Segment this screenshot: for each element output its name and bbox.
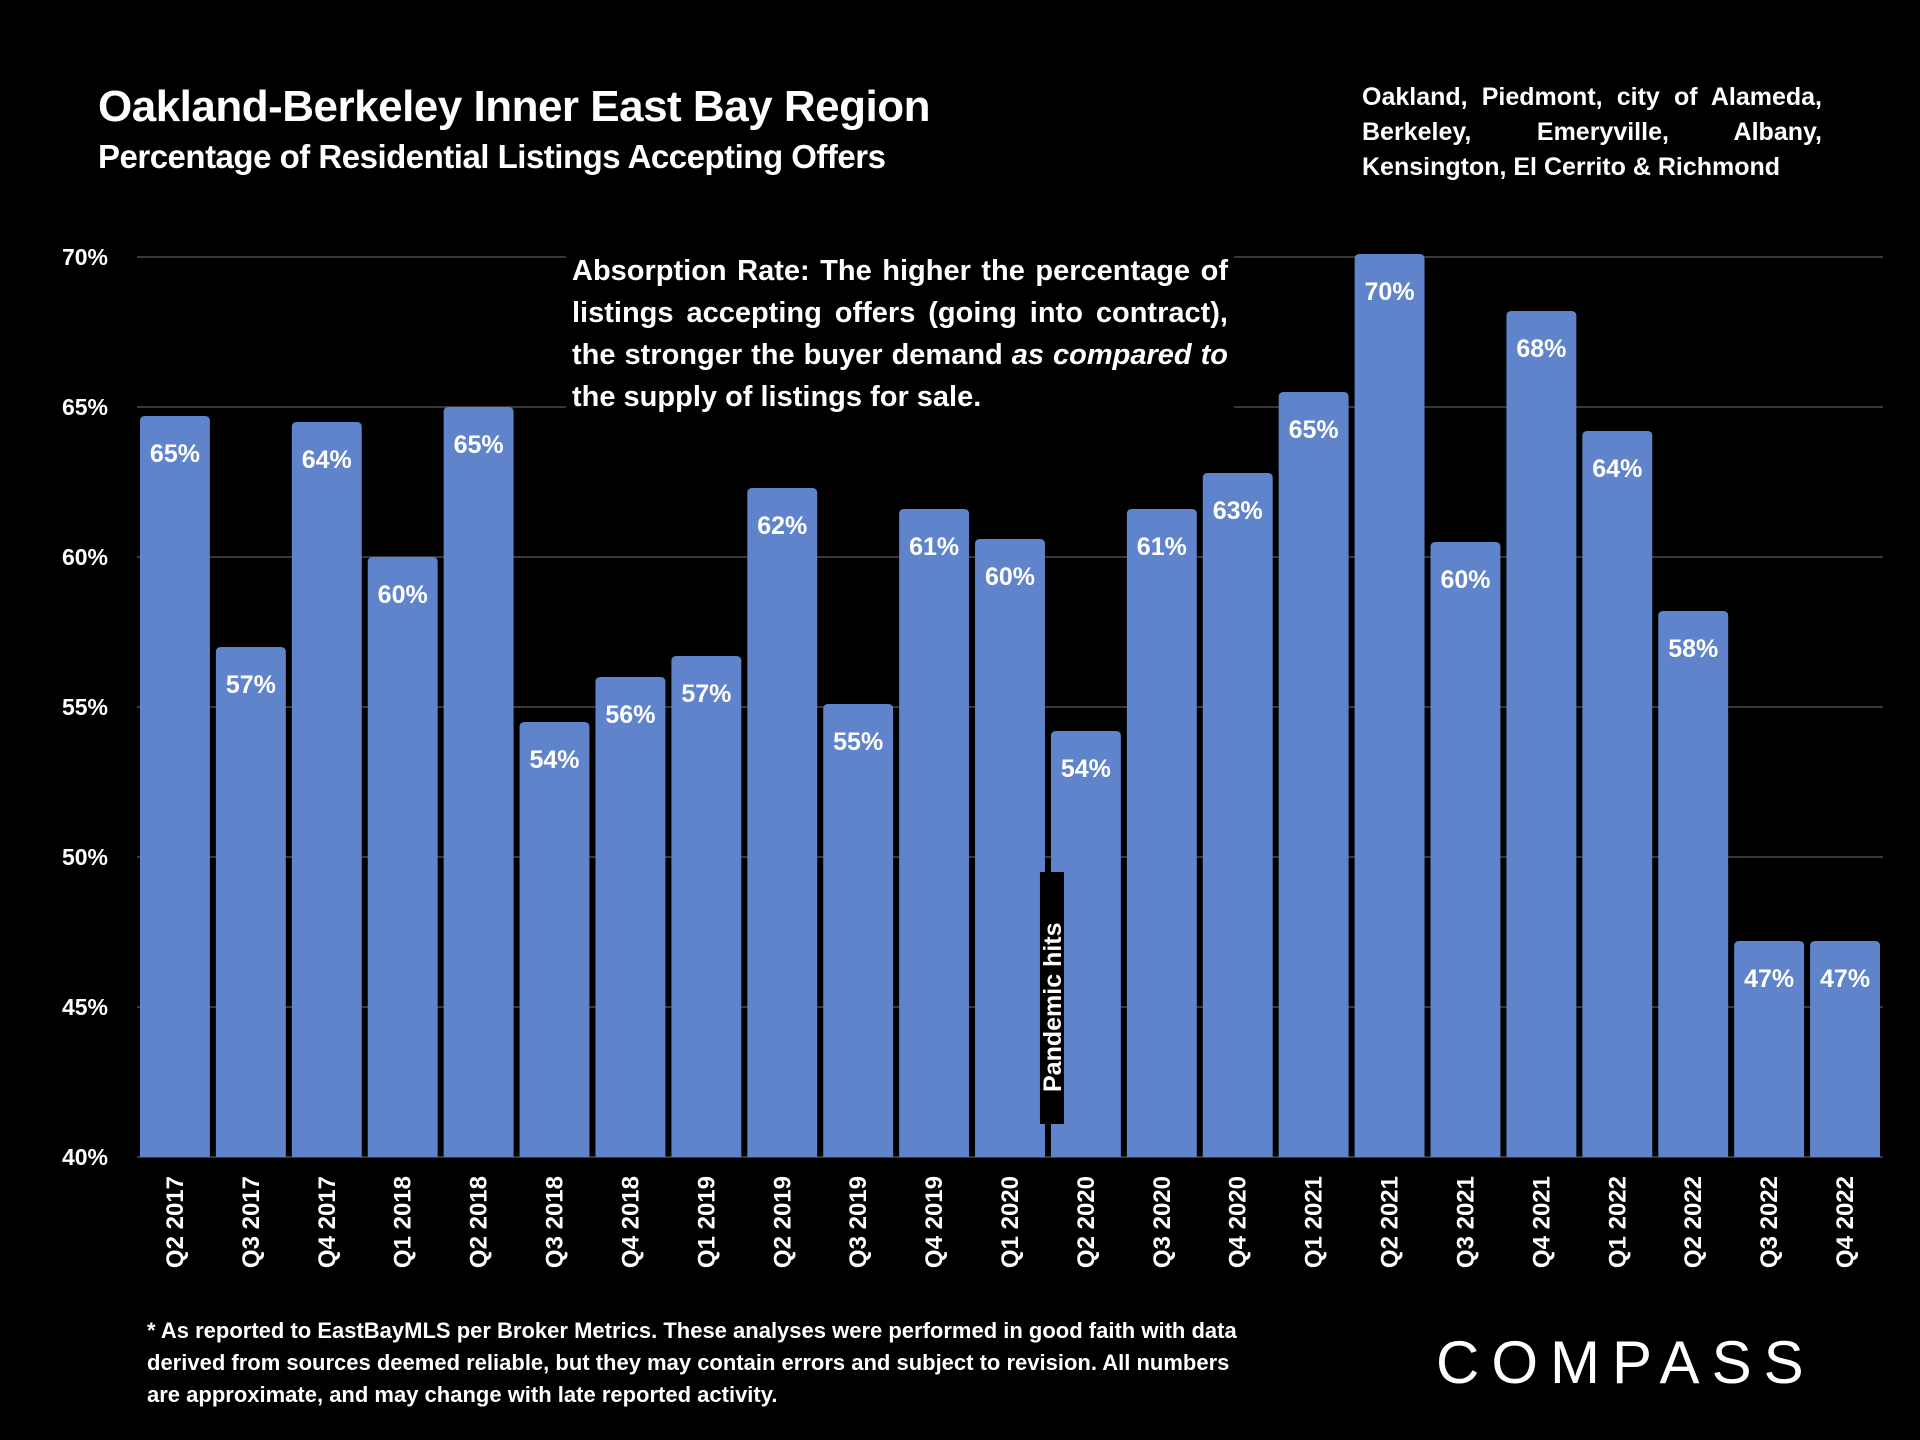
y-tick-label: 60%: [62, 544, 108, 570]
data-label: 55%: [833, 728, 883, 756]
x-tick-label: Q3 2019: [845, 1176, 872, 1268]
region-note: Oakland, Piedmont, city of Alameda, Berk…: [1362, 83, 1822, 181]
x-tick-label: Q1 2019: [693, 1176, 720, 1268]
data-label: 54%: [529, 746, 579, 774]
x-tick-label: Q2 2017: [162, 1176, 189, 1268]
y-tick-label: 70%: [62, 244, 108, 270]
bar: [1734, 941, 1805, 1157]
data-label: 60%: [378, 581, 428, 609]
bar: [519, 722, 590, 1157]
x-tick-label: Q2 2018: [466, 1176, 493, 1268]
bar: [140, 416, 210, 1157]
bar: [823, 704, 894, 1157]
x-tick-label: Q1 2022: [1604, 1176, 1631, 1268]
data-label: 58%: [1668, 635, 1718, 663]
x-tick-label: Q4 2020: [1225, 1176, 1252, 1268]
x-tick-label: Q3 2021: [1452, 1176, 1479, 1268]
bar: [1582, 431, 1653, 1157]
bar: [899, 509, 970, 1157]
bar: [215, 647, 286, 1157]
data-label: 61%: [1137, 533, 1187, 561]
data-label: 60%: [985, 563, 1035, 591]
x-tick-label: Q1 2021: [1301, 1176, 1328, 1268]
chart-title: Oakland-Berkeley Inner East Bay Region: [98, 82, 930, 131]
data-label: 57%: [226, 671, 276, 699]
data-label: 57%: [681, 680, 731, 708]
bar: [1430, 542, 1501, 1157]
bar: [443, 407, 514, 1157]
data-label: 47%: [1744, 965, 1794, 993]
bar: [1506, 311, 1577, 1157]
bar: [291, 422, 362, 1157]
bar: [1202, 473, 1273, 1157]
data-label: 56%: [605, 701, 655, 729]
bar: [975, 539, 1045, 1157]
footnote: * As reported to EastBayMLS per Broker M…: [147, 1318, 1237, 1407]
pandemic-label: Pandemic hits: [1039, 923, 1067, 1093]
data-label: 68%: [1516, 335, 1566, 363]
data-label: 64%: [302, 446, 352, 474]
data-label: 63%: [1213, 497, 1263, 525]
bar: [1050, 731, 1121, 1157]
x-tick-label: Q4 2019: [921, 1176, 948, 1268]
x-tick-label: Q3 2022: [1756, 1176, 1783, 1268]
x-tick-label: Q3 2020: [1149, 1176, 1176, 1268]
absorption-rate-note: Absorption Rate: The higher the percenta…: [566, 248, 1234, 420]
x-tick-label: Q3 2018: [542, 1176, 569, 1268]
data-label: 70%: [1365, 278, 1415, 306]
note-part: Absorption Rate: The higher the percenta…: [572, 255, 1228, 371]
chart-subtitle: Percentage of Residential Listings Accep…: [98, 138, 886, 175]
bar: [595, 677, 666, 1157]
y-tick-label: 65%: [62, 394, 108, 420]
bar: [1354, 254, 1425, 1157]
x-tick-label: Q2 2021: [1377, 1176, 1404, 1268]
compass-logo: COMPASS: [1436, 1329, 1816, 1396]
y-tick-label: 55%: [62, 694, 108, 720]
data-label: 65%: [1289, 416, 1339, 444]
x-tick-label: Q4 2018: [617, 1176, 644, 1268]
x-tick-label: Q1 2018: [390, 1176, 417, 1268]
bar: [1126, 509, 1197, 1157]
x-tick-label: Q1 2020: [997, 1176, 1024, 1268]
pandemic-marker: [1039, 872, 1064, 1124]
bar: [1810, 941, 1880, 1157]
data-label: 64%: [1592, 455, 1642, 483]
x-tick-label: Q4 2021: [1528, 1176, 1555, 1268]
y-tick-label: 40%: [62, 1144, 108, 1170]
x-tick-label: Q2 2020: [1073, 1176, 1100, 1268]
data-label: 60%: [1440, 566, 1490, 594]
x-tick-label: Q2 2022: [1680, 1176, 1707, 1268]
data-label: 61%: [909, 533, 959, 561]
x-tick-label: Q4 2017: [314, 1176, 341, 1268]
bar: [671, 656, 742, 1157]
data-label: 62%: [757, 512, 807, 540]
y-tick-label: 50%: [62, 844, 108, 870]
data-label: 54%: [1061, 755, 1111, 783]
x-tick-label: Q2 2019: [769, 1176, 796, 1268]
bar: [367, 557, 438, 1157]
x-tick-label: Q4 2022: [1832, 1176, 1859, 1268]
bar: [1658, 611, 1729, 1157]
y-tick-label: 45%: [62, 994, 108, 1020]
data-label: 65%: [150, 440, 200, 468]
bar: [1278, 392, 1349, 1157]
x-tick-label: Q3 2017: [238, 1176, 265, 1268]
bar: [747, 488, 818, 1157]
note-part: the supply of listings for sale.: [572, 381, 982, 413]
data-label: 47%: [1820, 965, 1870, 993]
data-label: 65%: [454, 431, 504, 459]
note-part-italic: as compared to: [1011, 339, 1229, 371]
